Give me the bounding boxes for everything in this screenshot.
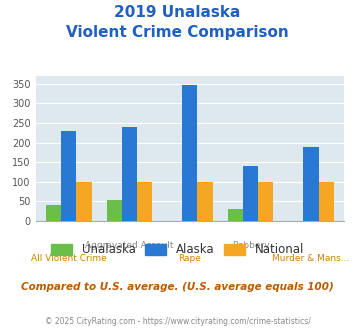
Bar bbox=[319, 182, 334, 221]
Bar bbox=[46, 205, 61, 221]
Text: Violent Crime Comparison: Violent Crime Comparison bbox=[66, 25, 289, 40]
Bar bbox=[197, 182, 213, 221]
Bar bbox=[76, 182, 92, 221]
Text: Rape: Rape bbox=[179, 254, 201, 263]
Text: Murder & Mans...: Murder & Mans... bbox=[272, 254, 350, 263]
Legend: Unalaska, Alaska, National: Unalaska, Alaska, National bbox=[47, 239, 308, 261]
Text: Robbery: Robbery bbox=[232, 241, 269, 249]
Text: Aggravated Assault: Aggravated Assault bbox=[85, 241, 174, 249]
Bar bbox=[182, 84, 197, 221]
Text: All Violent Crime: All Violent Crime bbox=[31, 254, 107, 263]
Text: 2019 Unalaska: 2019 Unalaska bbox=[114, 5, 241, 20]
Bar bbox=[243, 166, 258, 221]
Bar bbox=[258, 182, 273, 221]
Text: © 2025 CityRating.com - https://www.cityrating.com/crime-statistics/: © 2025 CityRating.com - https://www.city… bbox=[45, 317, 310, 326]
Bar bbox=[122, 127, 137, 221]
Bar bbox=[61, 131, 76, 221]
Text: Compared to U.S. average. (U.S. average equals 100): Compared to U.S. average. (U.S. average … bbox=[21, 282, 334, 292]
Bar bbox=[106, 200, 122, 221]
Bar bbox=[137, 182, 152, 221]
Bar bbox=[228, 209, 243, 221]
Bar bbox=[304, 147, 319, 221]
